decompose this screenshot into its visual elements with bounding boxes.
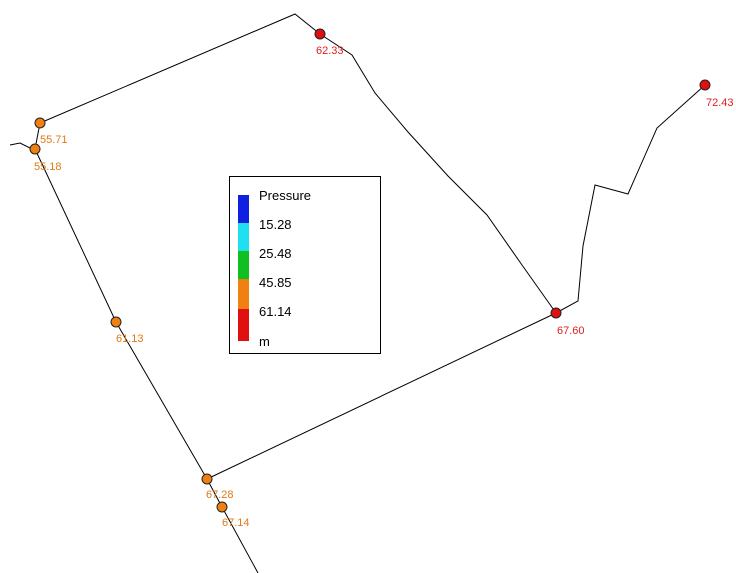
junction-node[interactable] <box>110 316 122 328</box>
legend-value-3: 45.85 <box>259 275 292 290</box>
junction-node[interactable] <box>550 307 562 319</box>
legend-value-4: 61.14 <box>259 304 292 319</box>
legend-value-2: 25.48 <box>259 246 292 261</box>
junction-node[interactable] <box>34 117 46 129</box>
node-pressure-label: 67.60 <box>557 325 585 337</box>
node-pressure-label: 55.18 <box>34 161 62 173</box>
labels-layer: 62.33 72.43 55.71 55.18 61.13 67.60 67.28 67.14 <box>34 45 734 529</box>
legend-swatch-blue <box>238 195 249 223</box>
legend-unit: m <box>259 334 270 349</box>
node-pressure-label: 67.14 <box>222 517 250 529</box>
junction-node[interactable] <box>699 79 711 91</box>
node-pressure-label: 62.33 <box>316 45 344 57</box>
pipe-right-branch <box>555 84 706 314</box>
junction-node[interactable] <box>216 501 228 513</box>
pipe-top <box>39 13 321 124</box>
legend-title: Pressure <box>259 188 312 203</box>
pipe-bottom <box>206 312 557 480</box>
legend-swatch-orange <box>238 279 249 309</box>
nodes-layer <box>29 28 711 513</box>
pipe-diagonal <box>319 33 557 314</box>
node-pressure-label: 67.28 <box>206 489 234 501</box>
legend-swatch-cyan <box>238 223 249 251</box>
legend-swatch-green <box>238 251 249 279</box>
junction-node[interactable] <box>201 473 213 485</box>
node-pressure-label: 72.43 <box>706 97 734 109</box>
node-pressure-label: 55.71 <box>40 134 68 146</box>
legend-value-1: 15.28 <box>259 217 292 232</box>
legend-swatch-red <box>238 309 249 341</box>
node-pressure-label: 61.13 <box>116 333 144 345</box>
junction-node[interactable] <box>314 28 326 40</box>
pressure-legend: Pressure 15.28 25.48 45.85 61.14 m <box>229 176 381 354</box>
junction-node[interactable] <box>29 143 41 155</box>
